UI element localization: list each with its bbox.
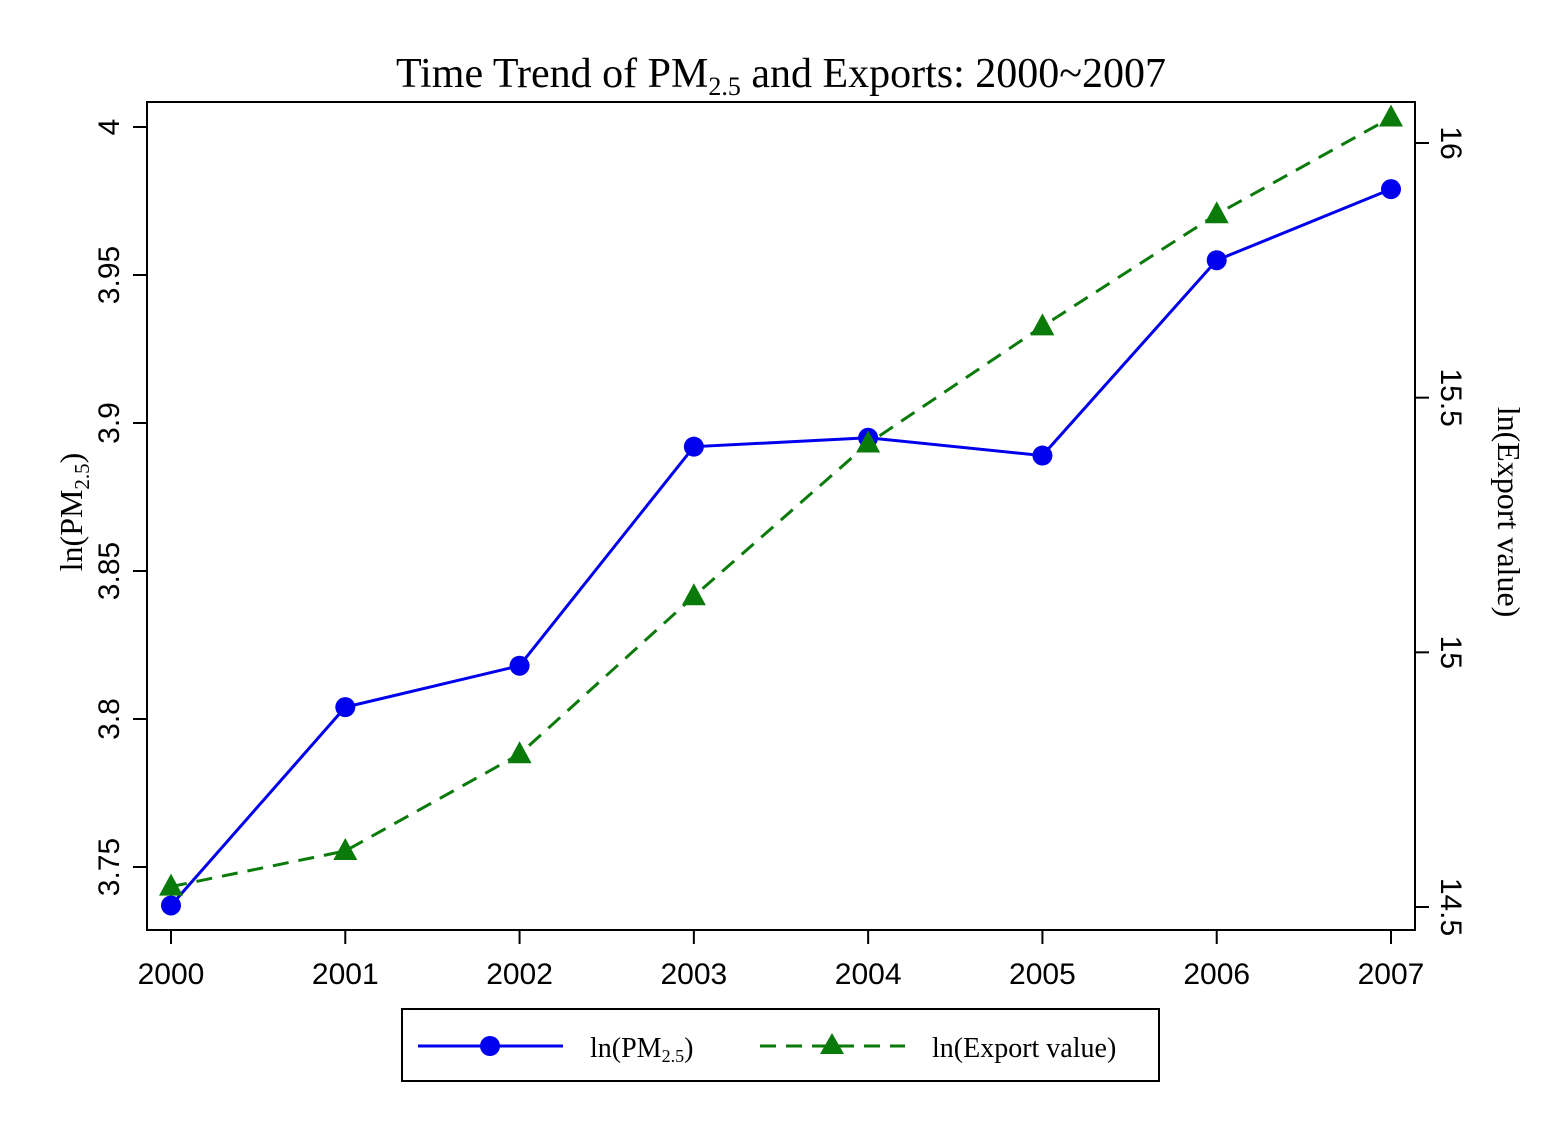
legend-marker-export	[820, 1033, 844, 1054]
series-line-pm25	[169, 187, 1392, 907]
point-export	[1379, 104, 1403, 127]
left-tick-label: 3.85	[93, 542, 126, 600]
point-pm25	[1381, 179, 1401, 200]
point-pm25	[335, 697, 356, 718]
point-export	[856, 430, 881, 453]
point-pm25	[683, 436, 704, 457]
chart-title-sub: 2.5	[708, 72, 741, 101]
chart-title-suffix: and Exports: 2000~2007	[741, 51, 1166, 97]
x-tick-label: 2002	[486, 958, 553, 991]
point-export	[159, 873, 183, 896]
x-tick-label: 2006	[1183, 958, 1250, 991]
legend-label-pm25: ln(PM2.5)	[590, 1033, 693, 1066]
series-line-export	[170, 116, 1392, 889]
legend-label-export: ln(Export value)	[932, 1033, 1116, 1064]
left-tick-label: 3.95	[93, 246, 126, 304]
left-axis: 3.75 3.8 3.85 3.9 3.95 4	[93, 119, 147, 896]
point-pm25	[161, 895, 181, 916]
right-tick-label: 14.5	[1434, 878, 1467, 936]
right-tick-label: 15.5	[1434, 368, 1467, 426]
chart-title-prefix: Time Trend of PM	[396, 51, 708, 97]
x-tick-label: 2005	[1009, 958, 1076, 991]
right-axis: 14.5 15 15.5 16	[1415, 126, 1467, 936]
point-pm25	[1206, 250, 1227, 271]
right-tick-label: 15	[1434, 636, 1467, 669]
point-export	[1204, 201, 1229, 224]
point-pm25	[1032, 445, 1053, 466]
x-axis: 2000 2001 2002 2003 2004 2005 2006 2007	[138, 930, 1425, 991]
x-tick-label: 2001	[312, 958, 379, 991]
left-axis-label: ln(PM2.5)	[53, 453, 94, 572]
left-tick-label: 3.75	[93, 838, 126, 896]
series-layer	[159, 104, 1403, 916]
x-tick-label: 2000	[138, 958, 205, 991]
point-pm25	[509, 655, 530, 676]
right-axis-label: ln(Export value)	[1491, 407, 1527, 618]
point-export	[333, 837, 358, 860]
x-tick-label: 2007	[1358, 958, 1425, 991]
x-tick-label: 2004	[835, 958, 902, 991]
x-tick-label: 2003	[660, 958, 727, 991]
plot-area	[146, 101, 1416, 931]
point-export	[1030, 313, 1055, 336]
left-tick-label: 3.9	[93, 402, 126, 444]
legend-marker-pm25	[480, 1036, 500, 1056]
chart-title: Time Trend of PM2.5 and Exports: 2000~20…	[396, 51, 1166, 101]
legend: ln(PM2.5) ln(Export value)	[401, 1008, 1160, 1082]
left-tick-label: 4	[93, 119, 126, 136]
left-tick-label: 3.8	[93, 698, 126, 740]
point-export	[507, 741, 532, 764]
point-export	[681, 583, 706, 606]
right-tick-label: 16	[1434, 126, 1467, 159]
